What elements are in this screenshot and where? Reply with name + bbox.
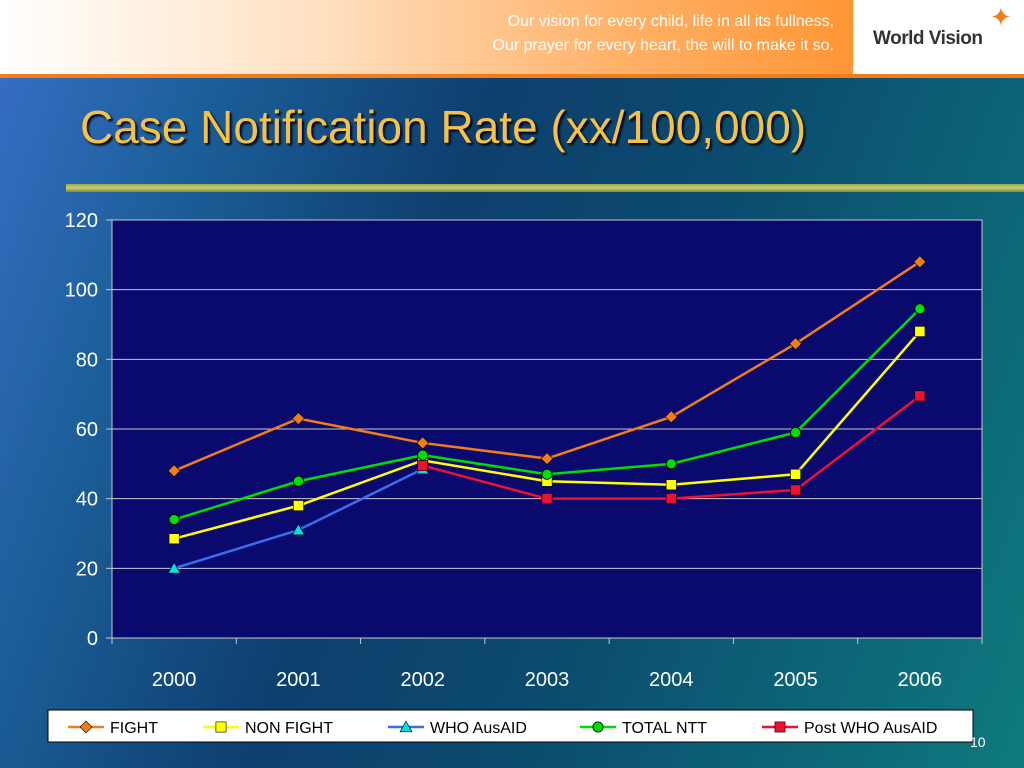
data-point-fight	[789, 337, 802, 351]
data-point-post-who-ausaid	[417, 460, 429, 471]
y-tick-label: 60	[76, 419, 98, 441]
y-tick-label: 120	[65, 210, 98, 232]
chart: 0 20 40 60 80 100 120 2000 2001 2002 2003 2004 2005…	[47, 210, 983, 743]
legend-label-who-ausaid: WHO AusAID	[430, 720, 527, 737]
y-axis-tick-labels: 0 20 40 60 80 100 120	[65, 210, 98, 650]
legend-marker-who-ausaid	[399, 720, 413, 733]
data-point-post-who-ausaid	[665, 493, 677, 505]
data-point-non-fight	[790, 468, 801, 480]
data-point-non-fight	[293, 500, 304, 512]
legend-label-total-ntt: TOTAL NTT	[622, 720, 707, 737]
data-point-fight	[292, 412, 305, 425]
data-point-fight	[416, 436, 430, 450]
tagline-line-1: Our vision for every child, life in all …	[507, 13, 834, 30]
x-tick-label: 2005	[773, 669, 818, 691]
data-point-who-ausaid	[291, 523, 305, 536]
data-point-post-who-ausaid	[914, 390, 926, 402]
data-point-total-ntt	[914, 303, 926, 315]
y-tick-label: 100	[65, 280, 98, 302]
data-point-total-ntt	[168, 514, 180, 526]
page-number: 10	[970, 734, 986, 750]
data-point-total-ntt	[292, 475, 304, 487]
x-tick-label: 2004	[649, 669, 694, 691]
slide-title: Case Notification Rate (xx/100,000)	[80, 101, 807, 153]
legend-label-fight: FIGHT	[110, 720, 158, 737]
legend-marker-fight	[79, 720, 93, 734]
legend-label-post-who-ausaid: Post WHO AusAID	[804, 720, 937, 737]
data-point-fight	[167, 464, 181, 478]
data-point-total-ntt	[541, 468, 553, 480]
data-point-who-ausaid	[167, 561, 181, 574]
legend: FIGHT NON FIGHT WHO AusAID TOTAL NTT Post WH…	[68, 720, 937, 737]
world-vision-logo: World Vision	[873, 28, 983, 49]
data-point-post-who-ausaid	[790, 484, 801, 496]
logo-area	[853, 0, 1024, 74]
series-markers	[167, 255, 927, 574]
data-point-non-fight	[665, 479, 677, 491]
data-point-total-ntt	[417, 449, 429, 461]
legend-box	[47, 709, 974, 743]
legend-marker-total-ntt	[592, 721, 604, 733]
x-tick-label: 2000	[152, 669, 197, 691]
data-point-fight	[913, 255, 927, 269]
legend-label-non-fight: NON FIGHT	[245, 720, 333, 737]
header-divider	[0, 74, 1024, 78]
star-icon: ✦	[990, 2, 1012, 32]
x-tick-label: 2002	[400, 669, 445, 691]
data-point-post-who-ausaid	[541, 493, 553, 505]
legend-marker-non-fight	[215, 721, 227, 733]
x-tick-label: 2006	[898, 669, 943, 691]
data-point-fight	[540, 452, 554, 466]
data-point-non-fight	[914, 326, 926, 337]
y-tick-label: 40	[76, 489, 98, 511]
title-divider	[66, 184, 1024, 192]
x-tick-label: 2001	[276, 669, 321, 691]
x-tick-label: 2003	[525, 669, 570, 691]
data-point-non-fight	[168, 533, 180, 545]
y-tick-label: 20	[76, 558, 98, 580]
data-point-total-ntt	[665, 458, 677, 470]
y-tick-label: 80	[76, 349, 98, 371]
x-axis-tick-labels: 2000 2001 2002 2003 2004 2005 2006	[152, 669, 942, 691]
data-point-total-ntt	[790, 426, 802, 438]
data-point-fight	[664, 410, 678, 424]
legend-marker-post-who-ausaid	[774, 721, 786, 733]
tagline-line-2: Our prayer for every heart, the will to …	[492, 37, 834, 54]
y-tick-label: 0	[87, 628, 98, 650]
